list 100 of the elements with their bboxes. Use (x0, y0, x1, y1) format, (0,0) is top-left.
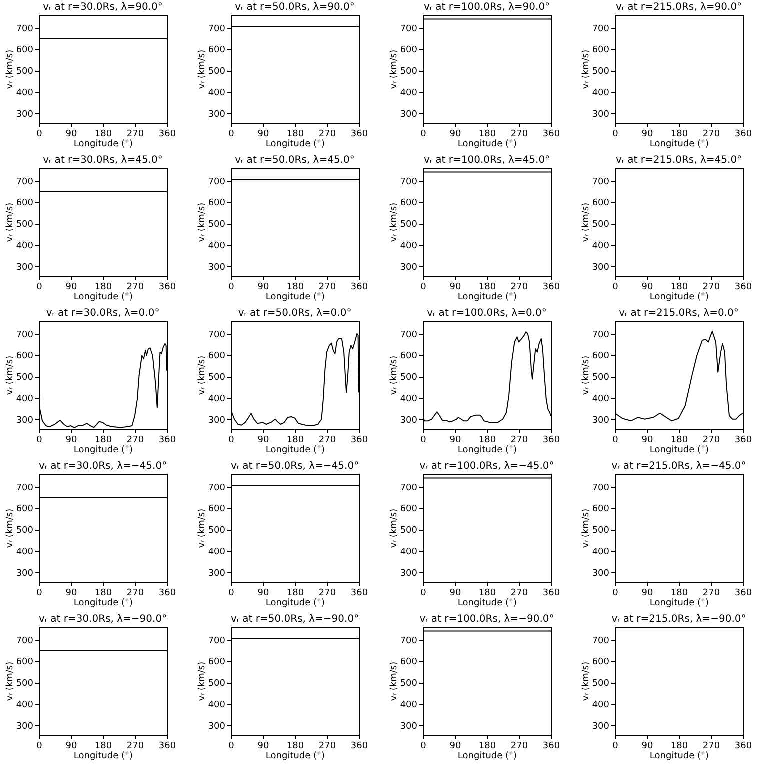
y-tick-label: 700 (400, 177, 418, 188)
x-axis-title: Longitude (°) (74, 752, 134, 762)
x-axis-title: Longitude (°) (266, 446, 326, 456)
x-axis-title: Longitude (°) (650, 598, 710, 608)
chart-title: vᵣ at r=30.0Rs, λ=−90.0° (38, 614, 168, 625)
y-tick-label: 700 (400, 636, 418, 646)
x-tick-label: 270 (318, 436, 336, 446)
y-tick-label: 400 (400, 88, 418, 98)
y-tick-label: 400 (400, 700, 418, 710)
y-tick-label: 500 (208, 373, 226, 384)
x-tick-label: 0 (228, 588, 235, 598)
x-tick-label: 90 (258, 588, 270, 598)
y-tick-label: 300 (400, 110, 418, 120)
y-tick-label: 700 (16, 330, 34, 340)
x-axis-title: Longitude (°) (458, 140, 518, 150)
y-tick-label: 400 (400, 547, 418, 558)
y-tick-label: 500 (400, 679, 418, 690)
x-axis-title: Longitude (°) (74, 446, 134, 456)
chart-title: vᵣ at r=30.0Rs, λ=−45.0° (38, 461, 168, 472)
x-tick-label: 0 (36, 742, 43, 752)
x-tick-label: 270 (702, 282, 720, 292)
y-tick-label: 500 (16, 220, 34, 230)
y-tick-label: 400 (16, 394, 34, 404)
x-tick-label: 0 (612, 282, 619, 292)
x-tick-label: 270 (126, 742, 144, 752)
x-tick-label: 270 (510, 436, 528, 446)
x-tick-label: 0 (612, 588, 619, 598)
y-tick-label: 600 (16, 504, 34, 515)
x-tick-label: 90 (642, 742, 654, 752)
y-tick-label: 700 (592, 24, 610, 34)
x-tick-label: 180 (286, 436, 304, 446)
y-tick-label: 500 (592, 373, 610, 384)
y-axis-title: vᵣ (km/s) (581, 356, 592, 396)
x-tick-label: 180 (670, 588, 688, 598)
y-axis-title: vᵣ (km/s) (5, 662, 16, 702)
x-tick-label: 270 (510, 588, 528, 598)
y-axis-title: vᵣ (km/s) (581, 202, 592, 242)
y-tick-label: 500 (16, 679, 34, 690)
x-tick-label: 90 (258, 282, 270, 292)
y-tick-label: 700 (16, 177, 34, 188)
y-axis-title: vᵣ (km/s) (5, 202, 16, 242)
x-tick-label: 90 (642, 588, 654, 598)
y-tick-label: 600 (592, 352, 610, 362)
x-tick-label: 90 (258, 742, 270, 752)
y-tick-label: 400 (208, 394, 226, 404)
x-tick-label: 270 (126, 436, 144, 446)
y-axis-title: vᵣ (km/s) (389, 356, 400, 396)
chart-title: vᵣ at r=215.0Rs, λ=90.0° (616, 2, 742, 13)
y-tick-label: 400 (592, 394, 610, 404)
x-tick-label: 360 (350, 588, 368, 598)
y-tick-label: 400 (592, 547, 610, 558)
y-tick-label: 700 (592, 483, 610, 494)
y-tick-label: 300 (400, 416, 418, 426)
y-tick-label: 400 (208, 88, 226, 98)
y-tick-label: 500 (592, 679, 610, 690)
y-tick-label: 600 (16, 658, 34, 668)
chart-title: vᵣ at r=215.0Rs, λ=−90.0° (612, 614, 746, 625)
y-tick-label: 400 (208, 241, 226, 252)
y-tick-label: 700 (208, 330, 226, 340)
y-tick-label: 300 (208, 568, 226, 579)
y-tick-label: 300 (400, 262, 418, 273)
x-axis-title: Longitude (°) (650, 140, 710, 150)
x-tick-label: 360 (158, 130, 176, 140)
x-tick-label: 90 (66, 282, 78, 292)
y-tick-label: 400 (16, 700, 34, 710)
x-tick-label: 270 (510, 130, 528, 140)
y-tick-label: 600 (592, 198, 610, 209)
y-tick-label: 300 (208, 110, 226, 120)
y-tick-label: 600 (208, 352, 226, 362)
x-tick-label: 360 (734, 742, 752, 752)
y-tick-label: 300 (592, 568, 610, 579)
chart-title: vᵣ at r=215.0Rs, λ=45.0° (616, 155, 742, 166)
y-tick-label: 500 (592, 220, 610, 230)
y-tick-label: 400 (208, 700, 226, 710)
y-tick-label: 400 (16, 547, 34, 558)
y-tick-label: 400 (592, 700, 610, 710)
chart-title: vᵣ at r=50.0Rs, λ=−90.0° (230, 614, 360, 625)
chart-title: vᵣ at r=30.0Rs, λ=45.0° (43, 155, 163, 166)
x-tick-label: 360 (734, 282, 752, 292)
y-tick-label: 600 (16, 198, 34, 209)
y-tick-label: 300 (592, 262, 610, 273)
x-tick-label: 0 (228, 436, 235, 446)
chart-title: vᵣ at r=215.0Rs, λ=−45.0° (612, 461, 746, 472)
y-tick-label: 600 (16, 352, 34, 362)
x-tick-label: 90 (66, 436, 78, 446)
y-tick-label: 400 (16, 241, 34, 252)
y-tick-label: 300 (208, 416, 226, 426)
x-tick-label: 0 (420, 130, 427, 140)
x-tick-label: 90 (258, 130, 270, 140)
y-tick-label: 700 (592, 330, 610, 340)
y-tick-label: 700 (400, 24, 418, 34)
x-tick-label: 90 (66, 588, 78, 598)
y-tick-label: 400 (592, 88, 610, 98)
x-tick-label: 180 (478, 588, 496, 598)
x-axis-title: Longitude (°) (650, 292, 710, 302)
x-tick-label: 180 (286, 130, 304, 140)
x-tick-label: 270 (702, 588, 720, 598)
x-axis-title: Longitude (°) (650, 752, 710, 762)
y-tick-label: 500 (16, 373, 34, 384)
y-tick-label: 700 (208, 636, 226, 646)
